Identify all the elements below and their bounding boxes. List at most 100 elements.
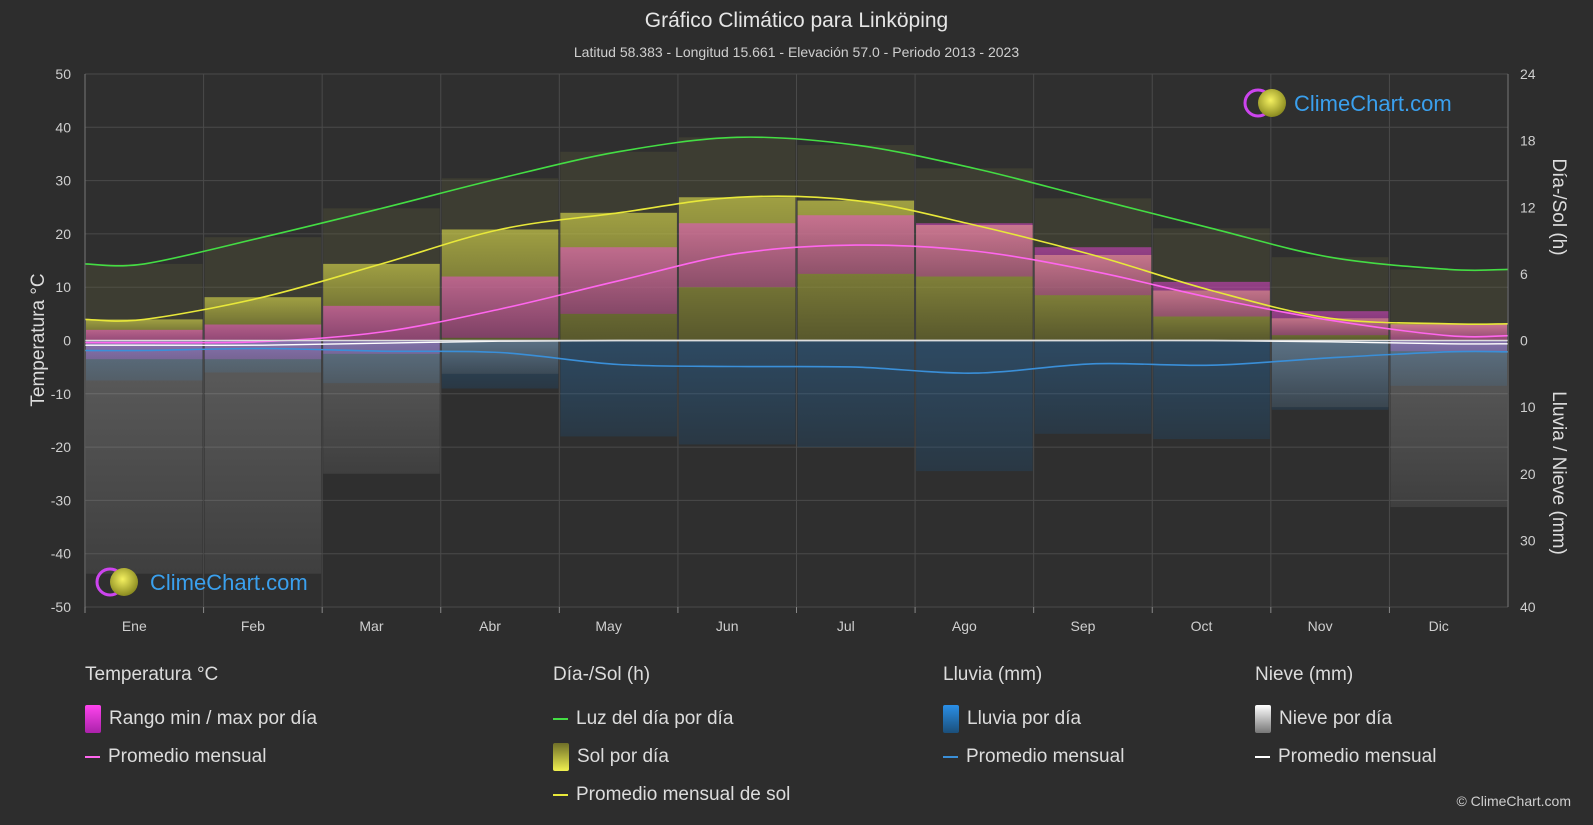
rain-bar [1034,340,1152,434]
rain-bar [916,340,1033,472]
y-right-sun-tick-label: 18 [1520,133,1536,149]
x-tick-label: Feb [241,618,265,634]
y-left-axis-label: Temperatura °C [28,273,49,406]
sunshine-avg-line [84,195,1509,326]
sun-avg-swatch [553,794,568,796]
x-tick-label: Ene [122,618,147,634]
legend-heading-temperature: Temperatura °C [85,664,219,685]
y-left-tick-label: -20 [51,439,71,455]
y-right-precip-axis-label: Lluvia / Nieve (mm) [1548,391,1569,555]
copyright: © ClimeChart.com [1456,793,1571,809]
x-tick-label: May [595,618,621,634]
rain-bar [797,340,915,448]
legend-label-daylight: Luz del día por día [576,708,734,729]
legend-item-temp-range: Rango min / max por día [85,700,317,738]
rain-swatch [943,705,959,733]
logo-sun-icon [1258,89,1286,117]
y-left-tick-label: -30 [51,492,71,508]
x-tick-label: Oct [1191,618,1213,634]
legend-item-rain-daily: Lluvia por día [943,700,1124,738]
legend-item-sun-avg: Promedio mensual de sol [553,776,790,814]
snow-bar [1271,340,1389,408]
legend-item-temp-avg: Promedio mensual [85,738,317,776]
y-left-tick-label: 50 [55,66,71,82]
x-tick-label: Abr [479,618,501,634]
temp-range-bar [441,276,559,338]
legend-label-rain-avg: Promedio mensual [966,746,1125,767]
y-left-tick-label: -10 [51,386,71,402]
legend-item-daylight: Luz del día por día [553,700,790,738]
legend-temperature: Temperatura °C Rango min / max por día P… [85,664,317,776]
daylight-swatch [553,718,568,720]
snow-avg-swatch [1255,756,1270,758]
y-right-precip-tick-label: 40 [1520,599,1536,615]
rain-bar [1153,340,1270,440]
x-tick-label: Dic [1429,618,1449,634]
legend-snow: Nieve (mm) Nieve por día Promedio mensua… [1255,664,1436,776]
rain-bar [560,340,677,437]
legend-item-snow-daily: Nieve por día [1255,700,1436,738]
legend-item-sunshine: Sol por día [553,738,790,776]
y-right-sun-axis-label: Día-/Sol (h) [1548,158,1569,255]
y-left-tick-label: 20 [55,226,71,242]
legend-item-snow-avg: Promedio mensual [1255,738,1436,776]
y-right-precip-tick-label: 20 [1520,466,1536,482]
legend-label-snow-avg: Promedio mensual [1278,746,1437,767]
y-left-tick-label: 0 [63,333,71,349]
chart-title: Gráfico Climático para Linköping [644,9,949,32]
snow-bar [86,340,203,574]
y-right-precip-tick-label: 10 [1520,399,1536,415]
brand-name-top: ClimeChart.com [1294,91,1452,116]
temp-avg-swatch [85,756,100,758]
legend-heading-snow: Nieve (mm) [1255,664,1354,685]
snow-bar [1390,340,1507,508]
snow-swatch [1255,705,1271,733]
y-right-sun-tick-label: 6 [1520,266,1528,282]
x-tick-label: Sep [1070,618,1095,634]
x-tick-label: Nov [1308,618,1333,634]
legend-label-snow-daily: Nieve por día [1279,708,1393,729]
x-tick-label: Jun [716,618,739,634]
legend-item-rain-avg: Promedio mensual [943,738,1124,776]
temp-range-bar [1271,311,1389,336]
legend-label-temp-range: Rango min / max por día [109,708,318,729]
y-right-precip-tick-label: 30 [1520,532,1536,548]
legend-rain: Lluvia (mm) Lluvia por día Promedio mens… [943,664,1124,776]
y-left-tick-label: 40 [55,119,71,135]
temp-range-bar [1153,281,1270,317]
y-left-tick-label: 10 [55,279,71,295]
y-right-sun-tick-label: 12 [1520,199,1536,215]
daylight-line [84,136,1509,272]
snow-bar [441,340,559,374]
axes: 50 40 30 20 10 0 -10 -20 -30 -40 -50 24 18 12 6 0 10 20 30… [28,66,1569,634]
y-left-tick-label: 30 [55,173,71,189]
legend-sun: Día-/Sol (h) Luz del día por día Sol por… [553,664,790,814]
brand-name-bottom: ClimeChart.com [150,570,308,595]
legend-heading-sun: Día-/Sol (h) [553,664,651,685]
legend-label-rain-daily: Lluvia por día [967,708,1082,729]
sunshine-swatch [553,743,569,771]
temp-range-bar [678,223,796,288]
temp-range-swatch [85,705,101,733]
x-tick-label: Mar [359,618,383,634]
snow-bar [204,340,322,574]
temp-avg-line [84,244,1509,344]
legend-heading-rain: Lluvia (mm) [943,664,1043,685]
brand-logo-top: ClimeChart.com [1243,88,1452,118]
legend-label-sun-avg: Promedio mensual de sol [576,784,791,805]
temp-range-bar [916,223,1033,277]
logo-sun-icon [110,568,138,596]
rain-avg-swatch [943,756,958,758]
legend-label-sunshine: Sol por día [577,746,669,767]
x-tick-label: Ago [952,618,977,634]
chart-subtitle: Latitud 58.383 - Longitud 15.661 - Eleva… [573,44,1020,60]
snow-bar [323,340,440,474]
rain-avg-line [84,347,1509,374]
brand-logo-bottom: ClimeChart.com [95,567,308,597]
y-left-tick-label: -40 [51,546,71,562]
y-right-sun-tick-label: 0 [1520,333,1528,349]
y-right-sun-tick-label: 24 [1520,66,1536,82]
rain-bar [678,340,796,445]
line-layer [84,136,1509,374]
